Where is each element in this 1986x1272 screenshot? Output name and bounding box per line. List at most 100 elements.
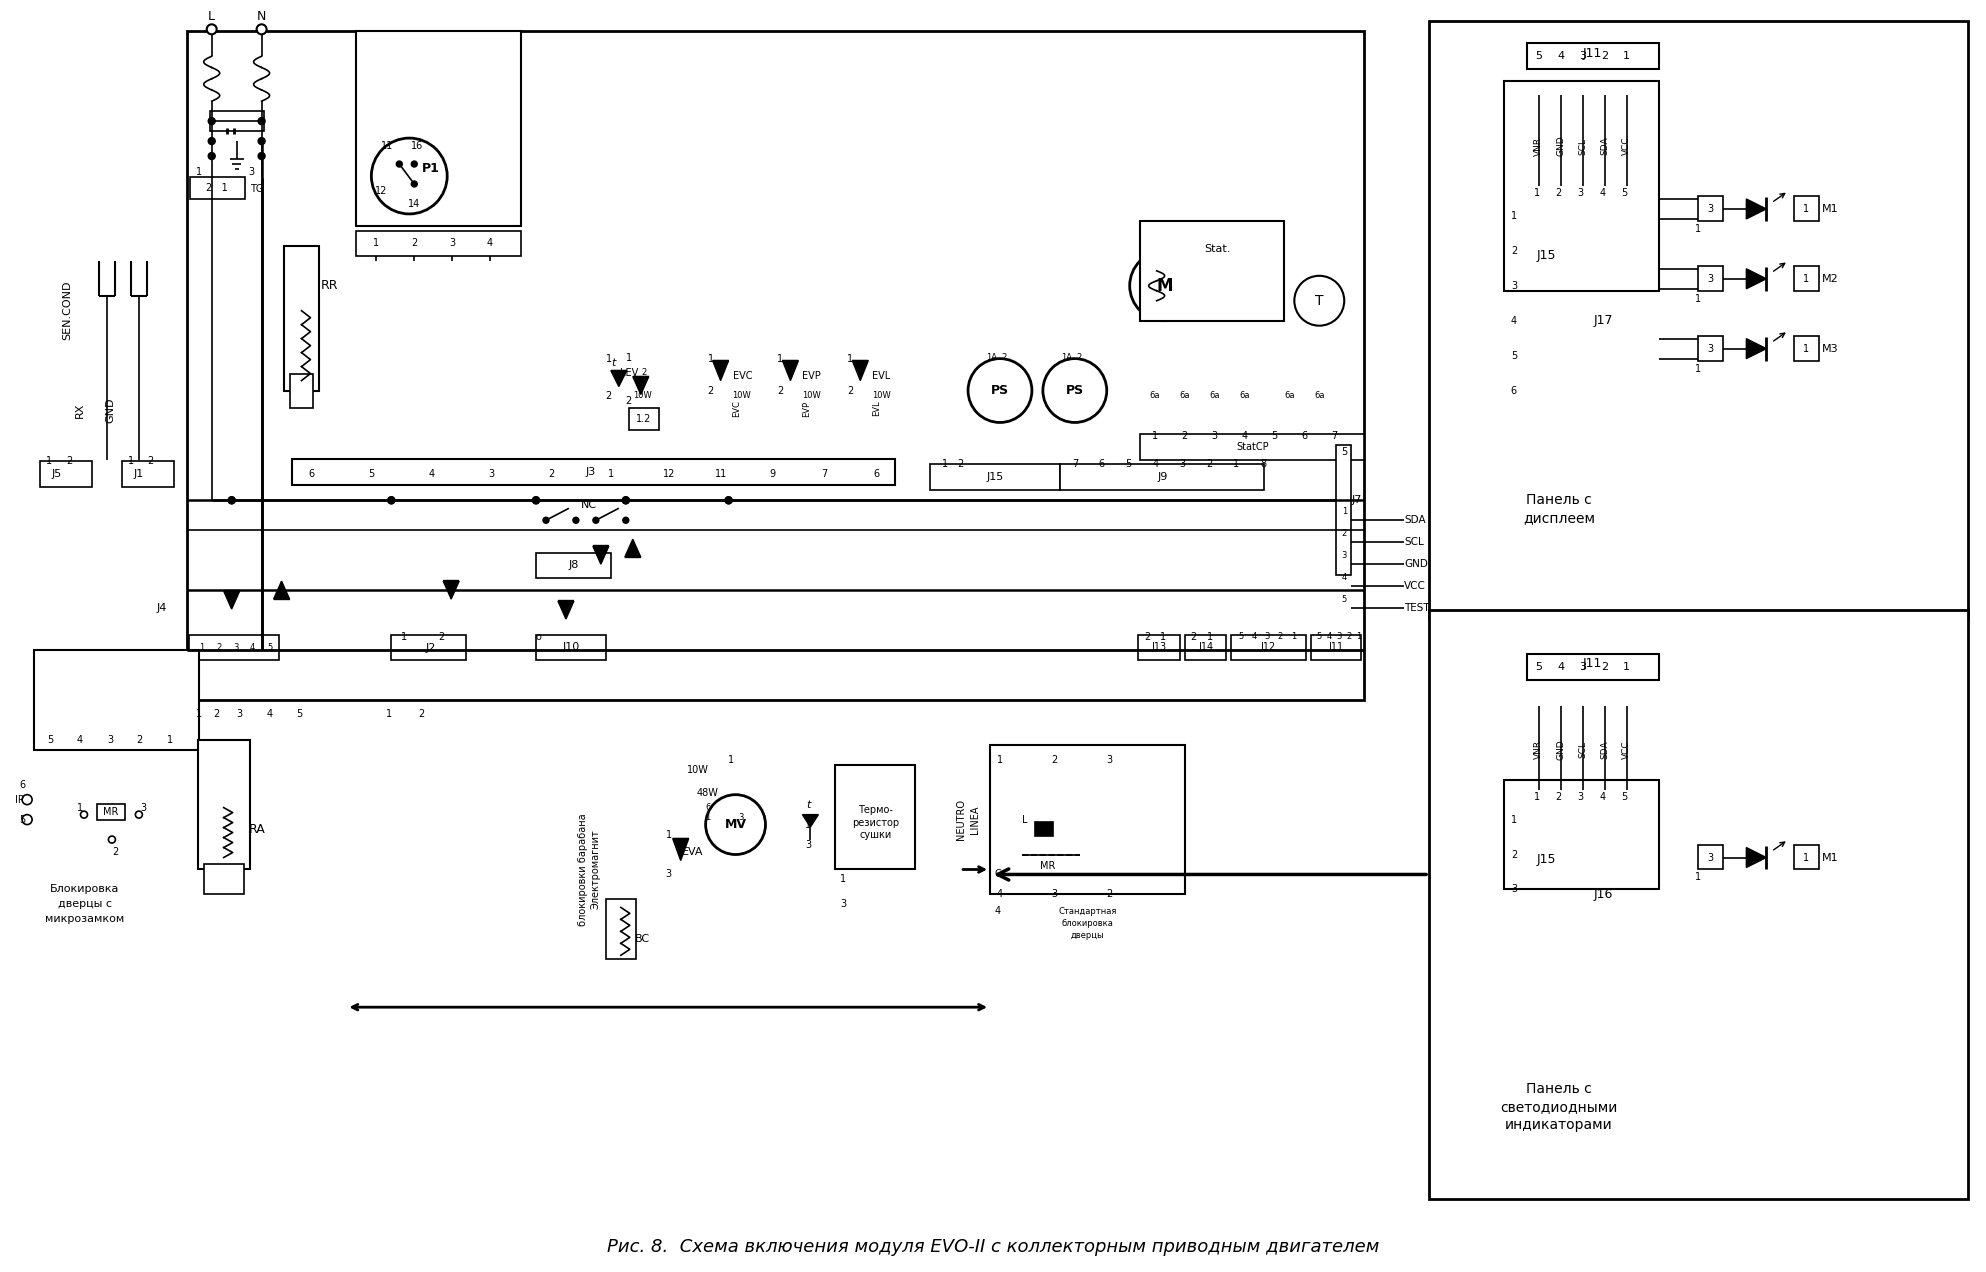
Text: 6: 6 (308, 469, 314, 480)
Text: 1: 1 (1803, 852, 1809, 862)
Text: 3: 3 (141, 803, 147, 813)
Text: 5: 5 (367, 469, 375, 480)
Text: J12: J12 (1261, 642, 1277, 653)
Text: 1: 1 (840, 874, 846, 884)
Text: 4: 4 (1557, 661, 1565, 672)
Text: LINEA: LINEA (969, 805, 979, 834)
Text: 3: 3 (1265, 632, 1271, 641)
Text: BC: BC (636, 935, 649, 944)
Text: 2: 2 (1076, 354, 1082, 363)
Text: сушки: сушки (860, 829, 892, 840)
Text: RX: RX (75, 403, 85, 418)
Text: 2: 2 (1601, 51, 1609, 61)
Bar (1793, 336, 1819, 360)
Text: GND: GND (105, 398, 115, 424)
Text: 2: 2 (641, 368, 645, 377)
Text: 2: 2 (1347, 632, 1352, 641)
Text: 5: 5 (1317, 632, 1323, 641)
Text: 1: 1 (1803, 273, 1809, 284)
Text: 3: 3 (665, 870, 671, 879)
Circle shape (228, 497, 234, 504)
Bar (1698, 266, 1724, 291)
Bar (1138, 635, 1180, 660)
Bar (205, 865, 244, 894)
Text: 2: 2 (1555, 791, 1561, 801)
Text: 11: 11 (715, 469, 727, 480)
Bar (40, 462, 91, 487)
Polygon shape (782, 360, 798, 380)
Text: 4: 4 (1557, 51, 1565, 61)
Text: J7: J7 (1352, 495, 1362, 505)
Circle shape (397, 162, 403, 167)
Text: L: L (1023, 814, 1027, 824)
Text: 10W: 10W (634, 391, 651, 399)
Text: 1: 1 (1803, 204, 1809, 214)
Text: 5: 5 (1535, 51, 1543, 61)
Text: J14: J14 (1198, 642, 1213, 653)
Text: 2: 2 (419, 709, 425, 719)
Text: 1: 1 (1206, 632, 1213, 642)
Text: 2: 2 (548, 469, 554, 480)
Text: PS: PS (991, 384, 1009, 397)
Text: 1: 1 (727, 754, 733, 764)
Text: 5: 5 (1126, 459, 1132, 469)
Text: 5: 5 (1621, 791, 1629, 801)
Text: 10W: 10W (687, 764, 709, 775)
Bar (1527, 43, 1658, 69)
Text: Панель с: Панель с (1525, 1082, 1591, 1096)
Text: 6: 6 (1098, 459, 1104, 469)
Text: 1: 1 (1623, 661, 1631, 672)
Text: VCC: VCC (1404, 581, 1426, 591)
Circle shape (725, 497, 733, 504)
Text: 1: 1 (197, 709, 203, 719)
Circle shape (1130, 251, 1200, 321)
Text: 1: 1 (46, 457, 52, 467)
Bar (1311, 635, 1360, 660)
Text: SDA: SDA (1601, 740, 1609, 759)
Text: 10W: 10W (872, 391, 892, 399)
Polygon shape (634, 377, 649, 394)
Text: EVC: EVC (733, 370, 753, 380)
Bar (284, 245, 320, 391)
Text: 1: 1 (1696, 873, 1702, 883)
Bar (1140, 221, 1285, 321)
Circle shape (532, 497, 540, 504)
Bar (391, 635, 467, 660)
Bar (536, 635, 606, 660)
Polygon shape (443, 581, 459, 599)
Text: 3: 3 (1511, 281, 1517, 291)
Text: P1: P1 (423, 162, 441, 174)
Circle shape (624, 518, 630, 523)
Text: VCC: VCC (1623, 137, 1631, 155)
Text: VCC: VCC (1623, 740, 1631, 759)
Bar (1503, 780, 1658, 889)
Text: 3: 3 (1579, 661, 1587, 672)
Polygon shape (1746, 338, 1766, 359)
Circle shape (228, 497, 234, 504)
Text: 2: 2 (1601, 661, 1609, 672)
Text: 3: 3 (248, 167, 254, 177)
Polygon shape (612, 370, 628, 387)
Text: 4: 4 (1343, 572, 1347, 581)
Text: 4: 4 (487, 238, 493, 248)
Text: микрозамком: микрозамком (46, 915, 125, 925)
Text: 3: 3 (1708, 343, 1714, 354)
Polygon shape (802, 814, 818, 827)
Text: RA: RA (248, 823, 266, 836)
Text: 1: 1 (806, 819, 812, 829)
Text: 2: 2 (66, 457, 71, 467)
Text: J17: J17 (1595, 314, 1613, 327)
Text: 2: 2 (1555, 188, 1561, 198)
Text: 1: 1 (665, 829, 671, 840)
Bar (929, 464, 1061, 490)
Text: 4: 4 (1511, 315, 1517, 326)
Polygon shape (594, 546, 610, 565)
Text: 2: 2 (216, 644, 220, 653)
Bar (187, 32, 1364, 700)
Text: 6a: 6a (1239, 391, 1249, 399)
Text: 2: 2 (1190, 632, 1198, 642)
Text: 1: 1 (1511, 211, 1517, 221)
Text: J8: J8 (568, 560, 580, 570)
Text: EVL: EVL (872, 370, 890, 380)
Circle shape (258, 153, 264, 159)
